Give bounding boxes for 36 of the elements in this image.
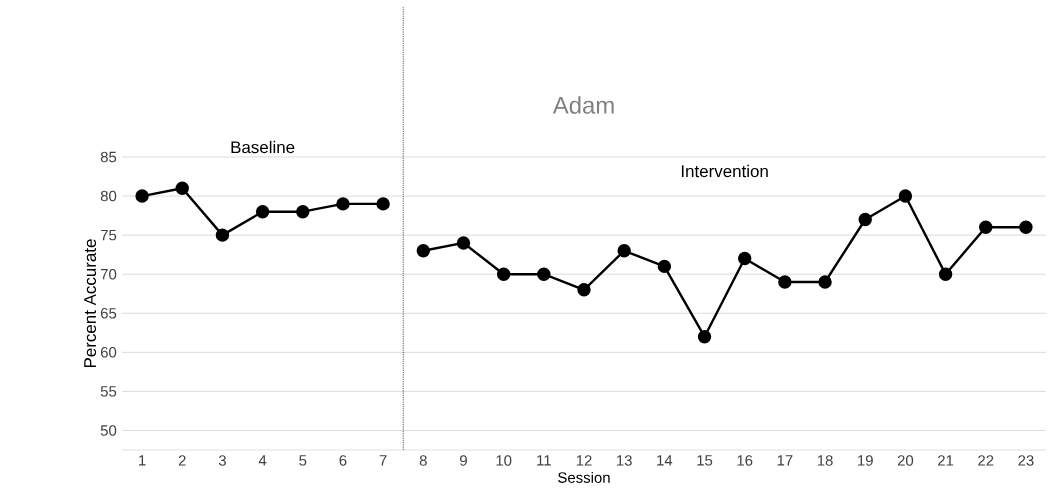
text: Baseline <box>231 140 295 154</box>
x-tick-label: 23 <box>1018 455 1034 466</box>
x-tick-label: 16 <box>737 455 753 466</box>
annotation: Intervention <box>681 164 768 178</box>
x-tick-label: 17 <box>777 455 793 466</box>
x-tick-label: 15 <box>697 455 713 466</box>
x-tick-label: 4 <box>258 455 267 466</box>
x-tick-label: 19 <box>858 455 873 466</box>
x-tick-label: 10 <box>496 455 512 466</box>
x-axis-title: Session <box>558 471 610 483</box>
y-tick-label: 50 <box>100 425 117 436</box>
x-tick-label: 6 <box>339 455 347 466</box>
x-tick-label: 1 <box>139 455 146 466</box>
x-tick-label: 11 <box>537 455 551 466</box>
x-tick-label: 9 <box>460 455 467 466</box>
y-tick-label: 60 <box>100 347 117 358</box>
x-tick-label: 20 <box>897 455 914 466</box>
chart-title: Adam <box>552 96 614 114</box>
y-axis-title: Percent Accurate <box>84 239 97 368</box>
y-tick-label: 65 <box>100 307 117 319</box>
y-tick-label: 80 <box>100 190 117 202</box>
x-tick-label: 12 <box>576 455 592 466</box>
x-tick-label: 3 <box>218 455 226 466</box>
x-tick-label: 13 <box>617 455 632 466</box>
x-tick-label: 5 <box>299 455 307 466</box>
x-tick-label: 8 <box>419 455 427 466</box>
y-tick-label: 55 <box>100 386 117 397</box>
x-tick-label: 2 <box>178 455 186 466</box>
y-tick-label: 70 <box>100 268 117 280</box>
y-tick-label: 75 <box>100 229 117 241</box>
x-tick-label: 14 <box>657 455 673 466</box>
x-tick-label: 18 <box>817 455 833 466</box>
x-tick-label: 7 <box>379 455 387 466</box>
x-tick-label: 21 <box>938 455 954 466</box>
x-tick-label: 22 <box>978 455 994 466</box>
y-tick-label: 85 <box>100 151 117 163</box>
